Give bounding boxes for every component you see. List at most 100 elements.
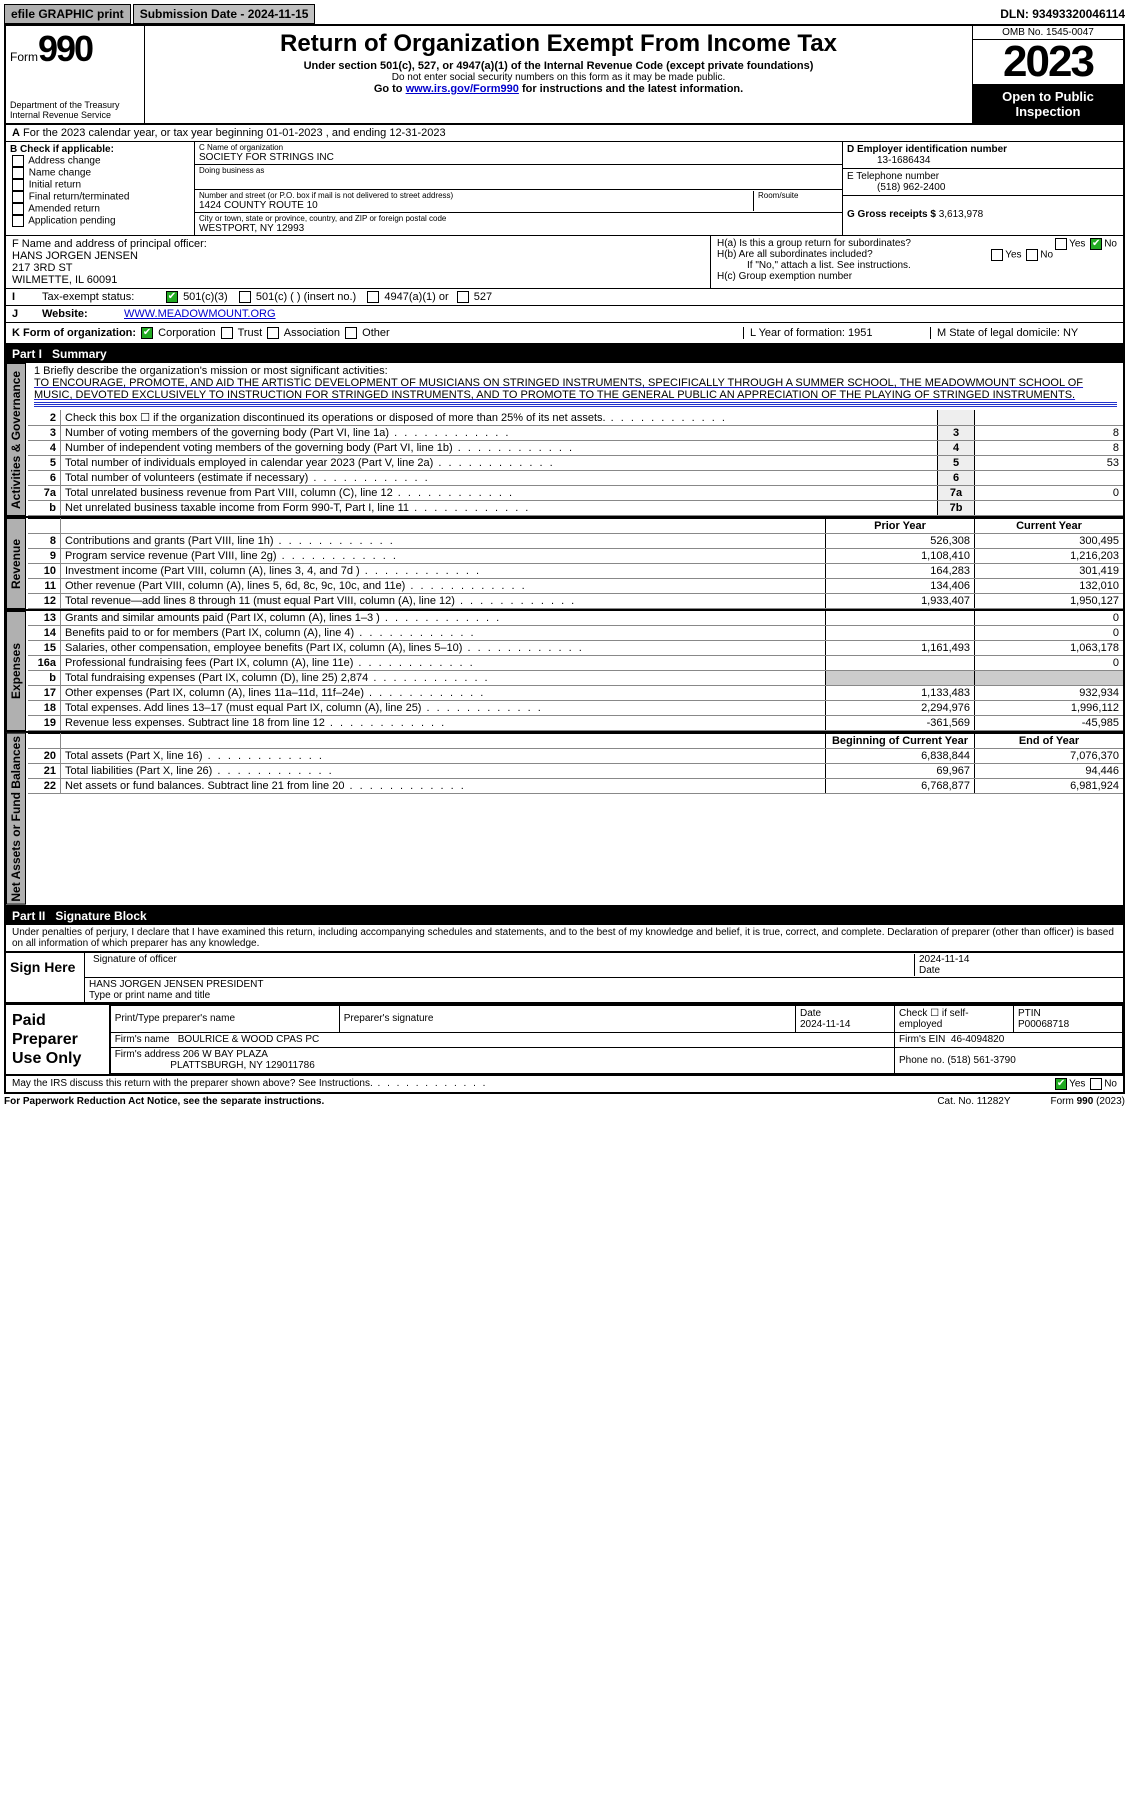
mission-question: 1 Briefly describe the organization's mi… (34, 365, 1117, 377)
hb-no[interactable]: No (1040, 250, 1053, 261)
chk-name-change[interactable]: Name change (10, 167, 190, 179)
org-name: SOCIETY FOR STRINGS INC (199, 152, 334, 163)
form-org-label: K Form of organization: (12, 327, 136, 339)
dept-treasury: Department of the Treasury (10, 100, 140, 110)
signature-block: Sign Here Signature of officer 2024-11-14… (4, 953, 1125, 1005)
sig-date-label: Date (919, 965, 940, 976)
officer-addr2: WILMETTE, IL 60091 (12, 274, 117, 286)
sig-officer-label: Signature of officer (93, 954, 177, 965)
type-name-label: Type or print name and title (89, 990, 210, 1001)
chk-corporation[interactable]: ✔ (141, 327, 153, 339)
chk-address-change[interactable]: Address change (10, 155, 190, 167)
preparer-sig-header: Preparer's signature (339, 1005, 795, 1032)
ssn-warning: Do not enter social security numbers on … (151, 72, 966, 83)
top-bar: efile GRAPHIC print Submission Date - 20… (4, 4, 1125, 26)
ein-label: D Employer identification number (847, 144, 1007, 155)
chk-initial-return[interactable]: Initial return (10, 179, 190, 191)
tab-expenses: Expenses (6, 611, 26, 731)
discuss-no[interactable] (1090, 1078, 1102, 1090)
part2-label: Part II (12, 909, 45, 923)
self-employed-check[interactable]: Check ☐ if self-employed (895, 1005, 1014, 1032)
chk-other[interactable] (345, 327, 357, 339)
tab-revenue: Revenue (6, 518, 26, 609)
chk-501c3[interactable]: ✔ (166, 291, 178, 303)
chk-trust[interactable] (221, 327, 233, 339)
part1-label: Part I (12, 347, 42, 361)
row-j-label: J (6, 306, 36, 322)
hc-label: H(c) Group exemption number (717, 271, 852, 282)
part2-title: Signature Block (55, 909, 146, 923)
tax-status-label: Tax-exempt status: (36, 289, 158, 305)
ha-yes[interactable]: Yes (1069, 239, 1085, 250)
firm-name: BOULRICE & WOOD CPAS PC (178, 1034, 320, 1045)
line-a-tax-year: A For the 2023 calendar year, or tax yea… (6, 125, 1123, 142)
efile-button[interactable]: efile GRAPHIC print (4, 4, 131, 24)
city-label: City or town, state or province, country… (199, 214, 838, 223)
org-name-label: C Name of organization (199, 143, 838, 152)
tab-governance: Activities & Governance (6, 363, 26, 516)
tab-netassets: Net Assets or Fund Balances (6, 733, 26, 905)
submission-date: Submission Date - 2024-11-15 (133, 4, 316, 24)
chk-amended-return[interactable]: Amended return (10, 203, 190, 215)
gross-receipts-label: G Gross receipts $ (847, 209, 936, 220)
prep-date: 2024-11-14 (800, 1019, 850, 1030)
part2-header: Part II Signature Block (4, 907, 1125, 925)
chk-application-pending[interactable]: Application pending (10, 215, 190, 227)
chk-527[interactable] (457, 291, 469, 303)
website-link[interactable]: WWW.MEADOWMOUNT.ORG (124, 308, 276, 320)
open-inspection: Open to Public Inspection (973, 85, 1123, 123)
phone-label: E Telephone number (847, 171, 939, 182)
paid-preparer-block: Paid Preparer Use Only Print/Type prepar… (4, 1005, 1125, 1077)
box-b-title: B Check if applicable: (10, 144, 114, 155)
governance-table: 2Check this box ☐ if the organization di… (28, 410, 1123, 516)
tax-year-text: For the 2023 calendar year, or tax year … (23, 127, 446, 139)
prep-date-label: Date (800, 1008, 821, 1019)
perjury-statement: Under penalties of perjury, I declare th… (4, 925, 1125, 953)
state-domicile: M State of legal domicile: NY (930, 327, 1117, 339)
dba-label: Doing business as (199, 166, 838, 175)
ha-label: H(a) Is this a group return for subordin… (717, 238, 911, 249)
website-label: Website: (36, 306, 118, 322)
part1-title: Summary (52, 347, 107, 361)
discuss-yes[interactable]: ✔ (1055, 1078, 1067, 1090)
hb-note: If "No," attach a list. See instructions… (717, 260, 1117, 271)
chk-501c[interactable] (239, 291, 251, 303)
firm-ein: 46-4094820 (951, 1034, 1004, 1045)
city-state-zip: WESTPORT, NY 12993 (199, 223, 304, 234)
dln-number: DLN: 93493320046114 (1000, 7, 1125, 21)
officer-name: HANS JORGEN JENSEN (12, 250, 138, 262)
discuss-question: May the IRS discuss this return with the… (12, 1078, 487, 1090)
firm-addr2: PLATTSBURGH, NY 129011786 (170, 1060, 315, 1071)
form-title: Return of Organization Exempt From Incom… (151, 30, 966, 58)
phone-value: (518) 962-2400 (877, 182, 945, 193)
end-year-header: End of Year (975, 734, 1124, 749)
hb-label: H(b) Are all subordinates included? (717, 249, 873, 260)
room-label: Room/suite (758, 191, 838, 200)
firm-addr-label: Firm's address (115, 1049, 180, 1060)
ptin-value: P00068718 (1018, 1019, 1069, 1030)
ha-no[interactable]: No (1104, 239, 1117, 250)
goto-suffix: for instructions and the latest informat… (519, 83, 743, 95)
form-header: Form990 Department of the Treasury Inter… (4, 26, 1125, 125)
preparer-name-header: Print/Type preparer's name (110, 1005, 339, 1032)
firm-name-label: Firm's name (115, 1034, 170, 1045)
hb-yes[interactable]: Yes (1005, 250, 1021, 261)
officer-addr1: 217 3RD ST (12, 262, 73, 274)
firm-ein-label: Firm's EIN (899, 1034, 945, 1045)
gross-receipts-value: 3,613,978 (939, 209, 984, 220)
irs-link[interactable]: www.irs.gov/Form990 (406, 83, 519, 95)
paid-preparer-label: Paid Preparer Use Only (6, 1005, 110, 1075)
sig-date: 2024-11-14 (919, 954, 969, 965)
footer: For Paperwork Reduction Act Notice, see … (4, 1094, 1125, 1109)
instructions-link-row: Go to www.irs.gov/Form990 for instructio… (151, 83, 966, 95)
chk-final-return[interactable]: Final return/terminated (10, 191, 190, 203)
form-990-number: 990 (38, 28, 92, 69)
sign-here-label: Sign Here (6, 953, 85, 1002)
tax-year: 2023 (973, 40, 1123, 85)
netassets-table: Beginning of Current YearEnd of Year 20T… (28, 733, 1123, 794)
ein-value: 13-1686434 (877, 155, 930, 166)
chk-4947[interactable] (367, 291, 379, 303)
form-subtitle: Under section 501(c), 527, or 4947(a)(1)… (151, 60, 966, 72)
street-address: 1424 COUNTY ROUTE 10 (199, 200, 318, 211)
chk-association[interactable] (267, 327, 279, 339)
